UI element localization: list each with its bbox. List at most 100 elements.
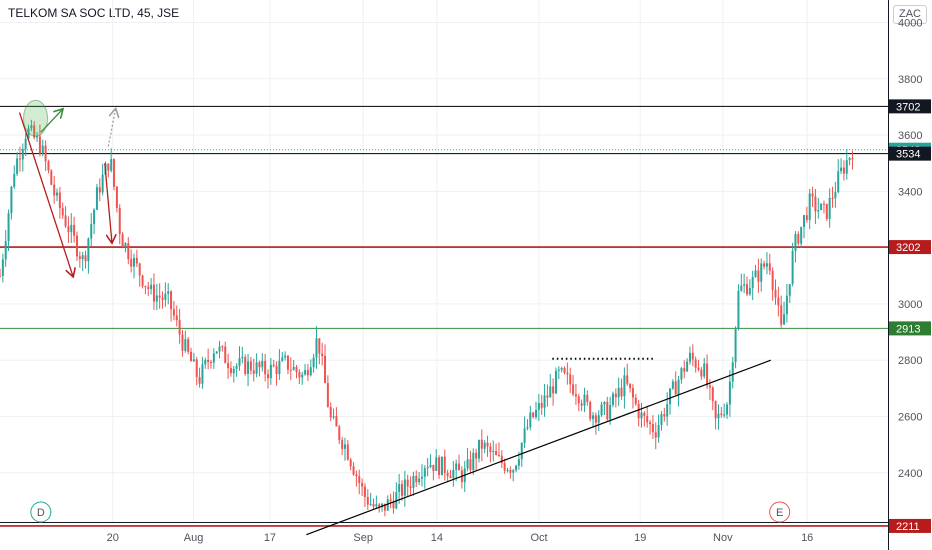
candle-body — [666, 404, 669, 417]
candle-body — [127, 243, 130, 259]
candle-body — [272, 364, 275, 367]
candle-body — [16, 158, 19, 174]
x-tick-label: 16 — [801, 532, 813, 544]
candle-body — [178, 320, 181, 335]
candle-body — [680, 368, 683, 380]
candles — [0, 119, 854, 517]
candle-body — [480, 439, 483, 449]
price-tag — [889, 518, 931, 533]
candle-body — [84, 255, 87, 262]
x-tick-label: 14 — [431, 532, 443, 544]
candle-body — [190, 351, 193, 362]
candle-body — [606, 402, 609, 420]
candle-body — [626, 375, 629, 384]
candle-body — [671, 381, 674, 389]
candle-body — [654, 432, 657, 438]
x-tick-label: 20 — [107, 532, 119, 544]
candle-body — [851, 158, 854, 160]
candle-body — [130, 258, 133, 267]
candle-body — [7, 213, 10, 242]
candle-body — [726, 404, 729, 415]
candle-body — [73, 224, 76, 236]
candle-body — [472, 452, 475, 470]
candle-body — [723, 414, 726, 416]
candle-body — [517, 459, 520, 466]
candle-body — [686, 361, 689, 372]
candle-body — [50, 170, 53, 185]
candle-body — [623, 375, 626, 397]
candle-body — [244, 357, 247, 374]
support-trendline — [306, 359, 771, 536]
price-tag-label: 3202 — [896, 242, 920, 254]
candle-body — [740, 285, 743, 291]
candle-body — [663, 414, 666, 417]
candle-body — [543, 395, 546, 408]
candle-body — [278, 360, 281, 375]
candle-body — [438, 457, 441, 476]
candle-body — [580, 403, 583, 406]
candle-body — [81, 255, 84, 260]
candle-body — [432, 464, 435, 471]
candle-body — [366, 496, 369, 505]
candle-body — [728, 381, 731, 405]
candle-body — [651, 423, 654, 433]
y-tick-label: 2400 — [898, 468, 922, 480]
candle-body — [731, 362, 734, 382]
event-marker-circle — [769, 501, 791, 523]
candle-body — [572, 384, 575, 395]
price-tag-label: 2913 — [896, 323, 920, 335]
chart-title: TELKOM SA SOC LTD, 45, JSE — [8, 6, 180, 20]
candle-body — [515, 465, 518, 471]
candle-body — [261, 360, 264, 368]
price-tag — [889, 146, 931, 161]
candle-body — [172, 309, 175, 316]
candle-body — [574, 394, 577, 397]
candle-body — [540, 403, 543, 408]
candle-body — [788, 283, 791, 296]
candle-body — [720, 413, 723, 415]
candle-body — [594, 415, 597, 423]
candle-body — [526, 427, 529, 429]
candle-body — [247, 361, 250, 374]
price-tag-label: 2211 — [896, 521, 920, 533]
candle-body — [646, 415, 649, 423]
candle-body — [649, 422, 652, 424]
candle-body — [93, 209, 96, 225]
candle-body — [440, 456, 443, 476]
candle-body — [674, 381, 677, 395]
candle-body — [324, 355, 327, 384]
candle-body — [181, 334, 184, 351]
candle-body — [814, 196, 817, 212]
candle-body — [215, 351, 218, 354]
candle-body — [811, 193, 814, 197]
candle-body — [426, 467, 429, 469]
y-tick-label: 3600 — [898, 130, 922, 142]
candle-body — [609, 404, 612, 420]
candle-body — [121, 234, 124, 248]
candle-body — [569, 374, 572, 385]
candle-body — [292, 366, 295, 370]
candle-body — [47, 161, 50, 171]
candle-body — [18, 158, 21, 160]
candle-body — [611, 393, 614, 405]
candle-body — [289, 369, 292, 371]
candle-body — [152, 284, 155, 302]
x-tick-label: 17 — [264, 532, 276, 544]
candle-body — [475, 452, 478, 459]
candle-body — [212, 353, 215, 363]
candle-body — [332, 416, 335, 418]
candle-body — [617, 387, 620, 398]
x-tick-label: Aug — [184, 532, 204, 544]
candle-body — [446, 472, 449, 477]
candle-body — [797, 234, 800, 244]
candle-body — [745, 284, 748, 295]
price-tags: 370235483534320229132211 — [889, 99, 931, 533]
currency-button[interactable]: ZAC — [893, 5, 927, 24]
candle-body — [192, 359, 195, 362]
candle-body — [372, 503, 375, 507]
candle-body — [98, 187, 101, 193]
x-tick-label: Oct — [530, 532, 547, 544]
candle-body — [329, 406, 332, 418]
